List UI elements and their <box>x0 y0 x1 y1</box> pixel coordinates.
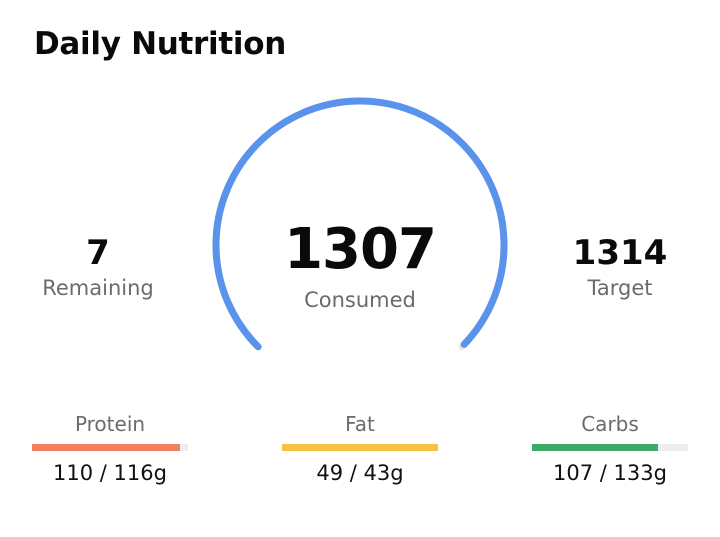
target-label: Target <box>587 276 653 300</box>
macro-protein-name: Protein <box>74 412 146 436</box>
macro-fat: Fat 49 / 43g <box>282 412 438 485</box>
macro-carbs-name: Carbs <box>581 412 639 436</box>
target-stat: 1314 Target <box>520 236 720 300</box>
macro-protein: Protein 110 / 116g <box>32 412 188 485</box>
macro-protein-bar <box>32 444 188 451</box>
target-value: 1314 <box>572 233 668 273</box>
macro-protein-value: 110 / 116g <box>53 461 167 485</box>
macro-fat-bar-fill <box>282 444 438 451</box>
macro-carbs-bar <box>532 444 688 451</box>
macro-protein-bar-fill <box>32 444 180 451</box>
remaining-label: Remaining <box>42 276 154 300</box>
page-title: Daily Nutrition <box>34 26 286 62</box>
consumed-stat: 1307 Consumed <box>260 217 460 313</box>
consumed-value: 1307 <box>284 217 437 282</box>
consumed-label: Consumed <box>304 288 416 312</box>
remaining-value: 7 <box>86 233 110 273</box>
macro-fat-name: Fat <box>345 412 375 436</box>
macro-carbs: Carbs 107 / 133g <box>532 412 688 485</box>
macro-carbs-bar-fill <box>532 444 658 451</box>
macro-carbs-value: 107 / 133g <box>553 461 667 485</box>
macro-fat-bar <box>282 444 438 451</box>
gauge-progress-arc <box>212 97 508 351</box>
remaining-stat: 7 Remaining <box>0 236 198 300</box>
macro-fat-value: 49 / 43g <box>316 461 404 485</box>
